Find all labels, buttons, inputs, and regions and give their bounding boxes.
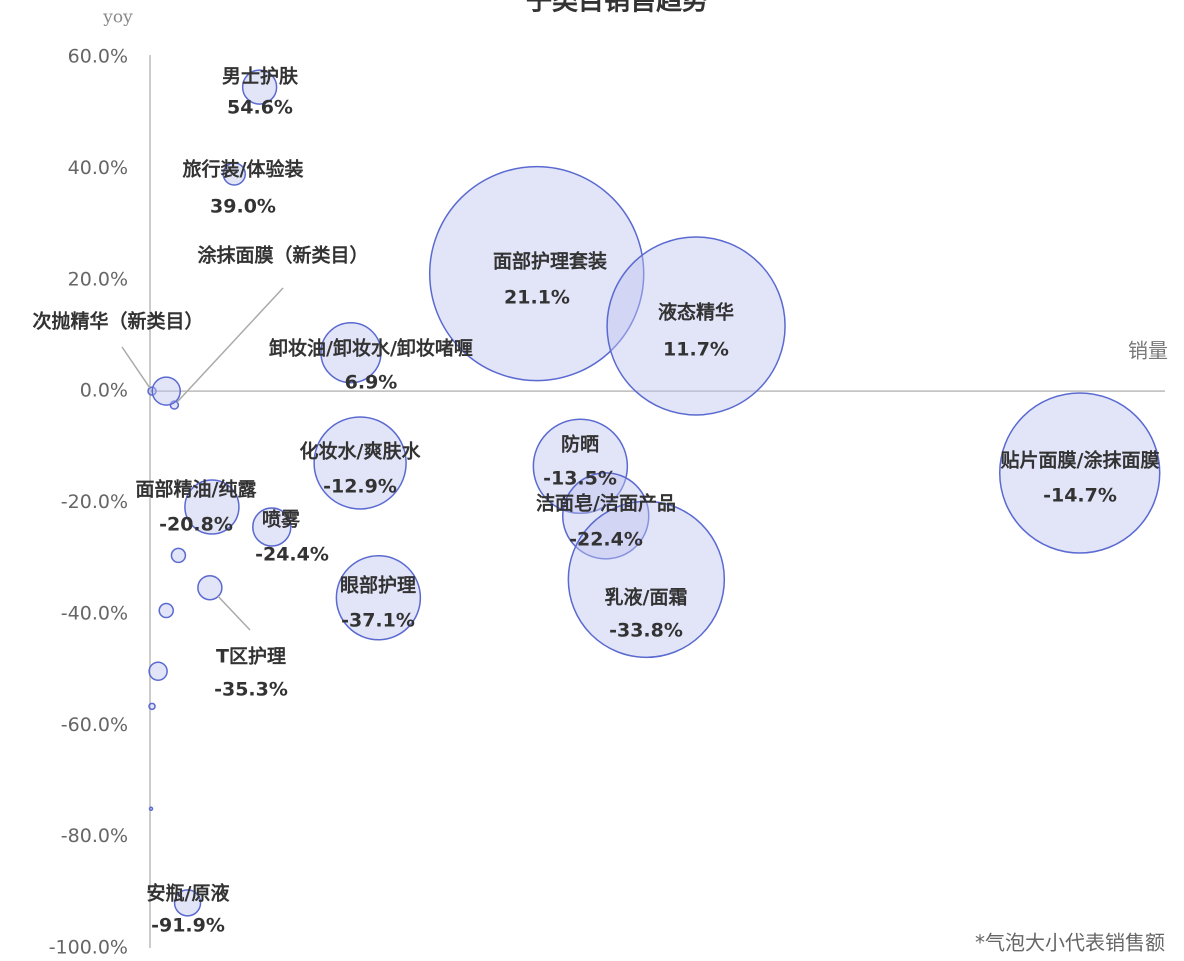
bubble [313,416,407,510]
y-tick-label: -40.0% [61,602,128,624]
bubble-label: 乳液/面霜 [605,586,688,609]
value-label: -24.4% [255,544,329,566]
bubble [148,661,168,681]
y-tick-label: -60.0% [61,714,128,736]
value-label: -91.9% [151,915,225,937]
value-label: 39.0% [210,196,276,218]
y-tick-label: 20.0% [68,268,128,290]
y-tick-label: 60.0% [68,46,128,68]
bubble-label: 旅行装/体验装 [183,158,304,181]
bubble [151,376,181,406]
value-label: 11.7% [663,339,729,361]
bubble-label: 卸妆油/卸妆水/卸妆啫喱 [269,337,473,360]
bubble [170,547,187,564]
y-tick-label: 0.0% [80,380,128,402]
bubble [567,500,726,659]
bubble-label: 面部精油/纯露 [136,478,258,501]
value-label: -33.8% [609,620,683,642]
bubble-label: 液态精华 [658,301,734,324]
bubble [252,507,292,547]
bubble [998,392,1161,554]
y-tick-label: -80.0% [61,825,128,847]
bubble-label: 面部护理套装 [493,250,607,273]
bubble-label: 安瓶/原液 [147,882,231,905]
value-label: -22.4% [569,529,643,551]
bubble [335,554,422,641]
y-axis-label: yoy [102,8,133,28]
chart-title: 子类目销售趋势 [526,0,708,17]
bubble [241,69,278,105]
value-label: 21.1% [504,287,570,309]
value-label: -35.3% [214,679,288,701]
value-label: 54.6% [227,97,293,119]
bubble [173,889,202,917]
bubble [148,702,156,711]
bubble [197,574,223,601]
bubble [606,236,786,416]
x-axis-label: 销量 [1128,339,1168,363]
y-tick-label: -20.0% [61,491,128,513]
bubble-label: 次抛精华（新类目） [32,310,203,333]
value-label: -14.7% [1043,485,1117,507]
bubble [320,321,382,384]
bubble [148,806,154,812]
value-label: -37.1% [341,610,415,632]
value-label: -20.8% [159,514,233,536]
bubble-label: T区护理 [216,645,286,668]
bubble-label: 涂抹面膜（新类目） [197,244,368,267]
bubble-label: 喷雾 [262,509,301,531]
y-tick-label: 40.0% [68,157,128,179]
bubble [428,165,645,382]
value-label: 6.9% [345,372,398,394]
bubble [184,479,240,535]
bubble [222,162,246,186]
bubble-label: 洁面皂/洁面产品 [536,492,676,515]
y-tick-label: -100.0% [49,937,128,959]
bubble-label: 眼部护理 [340,574,416,597]
leader-line [121,346,151,389]
bubble [532,418,629,515]
bubble [158,602,174,619]
note: *气泡大小代表销售额 [975,931,1165,955]
value-label: -12.9% [323,476,397,498]
leader-line [176,287,284,403]
bubble-label: 贴片面膜/涂抹面膜 [1001,449,1160,472]
bubble-label: 防晒 [561,433,599,456]
value-label: -13.5% [543,468,617,490]
bubble-label: 化妆水/爽肤水 [300,440,422,463]
leader-line [217,595,251,631]
bubble-label: 男士护肤 [222,65,299,88]
bubble [561,472,650,560]
